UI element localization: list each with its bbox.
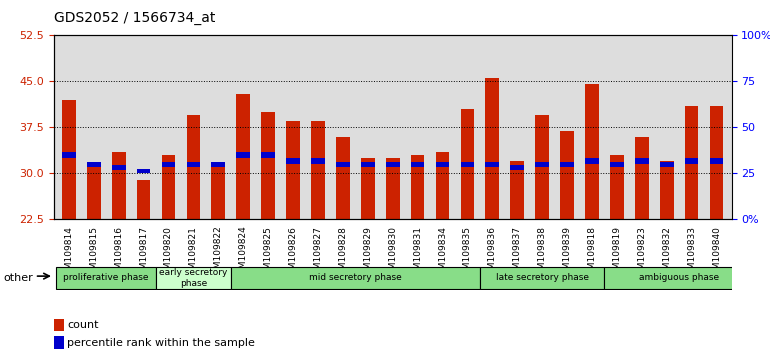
Bar [261, 152, 275, 158]
Bar [460, 109, 474, 219]
Bar [186, 162, 200, 167]
Bar [87, 164, 101, 219]
Bar [311, 158, 325, 164]
Bar [137, 179, 150, 219]
Bar [410, 155, 424, 219]
Bar [585, 85, 599, 219]
FancyBboxPatch shape [156, 267, 231, 289]
Bar [710, 106, 723, 219]
Bar [62, 152, 75, 158]
Text: early secretory
phase: early secretory phase [159, 268, 228, 287]
Bar [162, 162, 176, 167]
Text: late secretory phase: late secretory phase [496, 273, 589, 282]
FancyBboxPatch shape [604, 267, 754, 289]
Bar [54, 319, 63, 331]
Bar [660, 162, 674, 167]
Bar [436, 162, 450, 167]
Bar [286, 158, 300, 164]
Bar [54, 336, 63, 349]
Bar [137, 169, 150, 173]
Bar [336, 137, 350, 219]
Bar [62, 100, 75, 219]
Bar [336, 162, 350, 167]
Text: other: other [4, 273, 34, 283]
Bar [410, 162, 424, 167]
Bar [511, 165, 524, 170]
Bar [361, 158, 375, 219]
Bar [236, 152, 250, 158]
FancyBboxPatch shape [56, 267, 156, 289]
Text: count: count [68, 320, 99, 330]
Bar [112, 152, 126, 219]
Bar [585, 158, 599, 164]
Text: ambiguous phase: ambiguous phase [639, 273, 719, 282]
Bar [186, 115, 200, 219]
Bar [511, 161, 524, 219]
Bar [710, 158, 723, 164]
Bar [311, 121, 325, 219]
Bar [535, 162, 549, 167]
Text: mid secretory phase: mid secretory phase [309, 273, 402, 282]
Bar [635, 137, 648, 219]
Bar [486, 162, 499, 167]
Bar [685, 106, 698, 219]
Bar [535, 115, 549, 219]
Bar [261, 112, 275, 219]
Bar [561, 162, 574, 167]
Bar [386, 158, 400, 219]
FancyBboxPatch shape [480, 267, 604, 289]
Bar [436, 152, 450, 219]
Bar [635, 158, 648, 164]
Bar [486, 78, 499, 219]
Bar [162, 155, 176, 219]
Bar [386, 162, 400, 167]
Bar [660, 161, 674, 219]
Bar [87, 162, 101, 167]
Bar [685, 158, 698, 164]
Text: proliferative phase: proliferative phase [63, 273, 149, 282]
Bar [610, 155, 624, 219]
Bar [286, 121, 300, 219]
Bar [212, 162, 225, 167]
Bar [212, 167, 225, 219]
Bar [561, 131, 574, 219]
Bar [460, 162, 474, 167]
Bar [236, 94, 250, 219]
Bar [361, 162, 375, 167]
Text: percentile rank within the sample: percentile rank within the sample [68, 338, 255, 348]
Text: GDS2052 / 1566734_at: GDS2052 / 1566734_at [54, 11, 216, 25]
Bar [112, 165, 126, 170]
FancyBboxPatch shape [231, 267, 480, 289]
Bar [610, 162, 624, 167]
